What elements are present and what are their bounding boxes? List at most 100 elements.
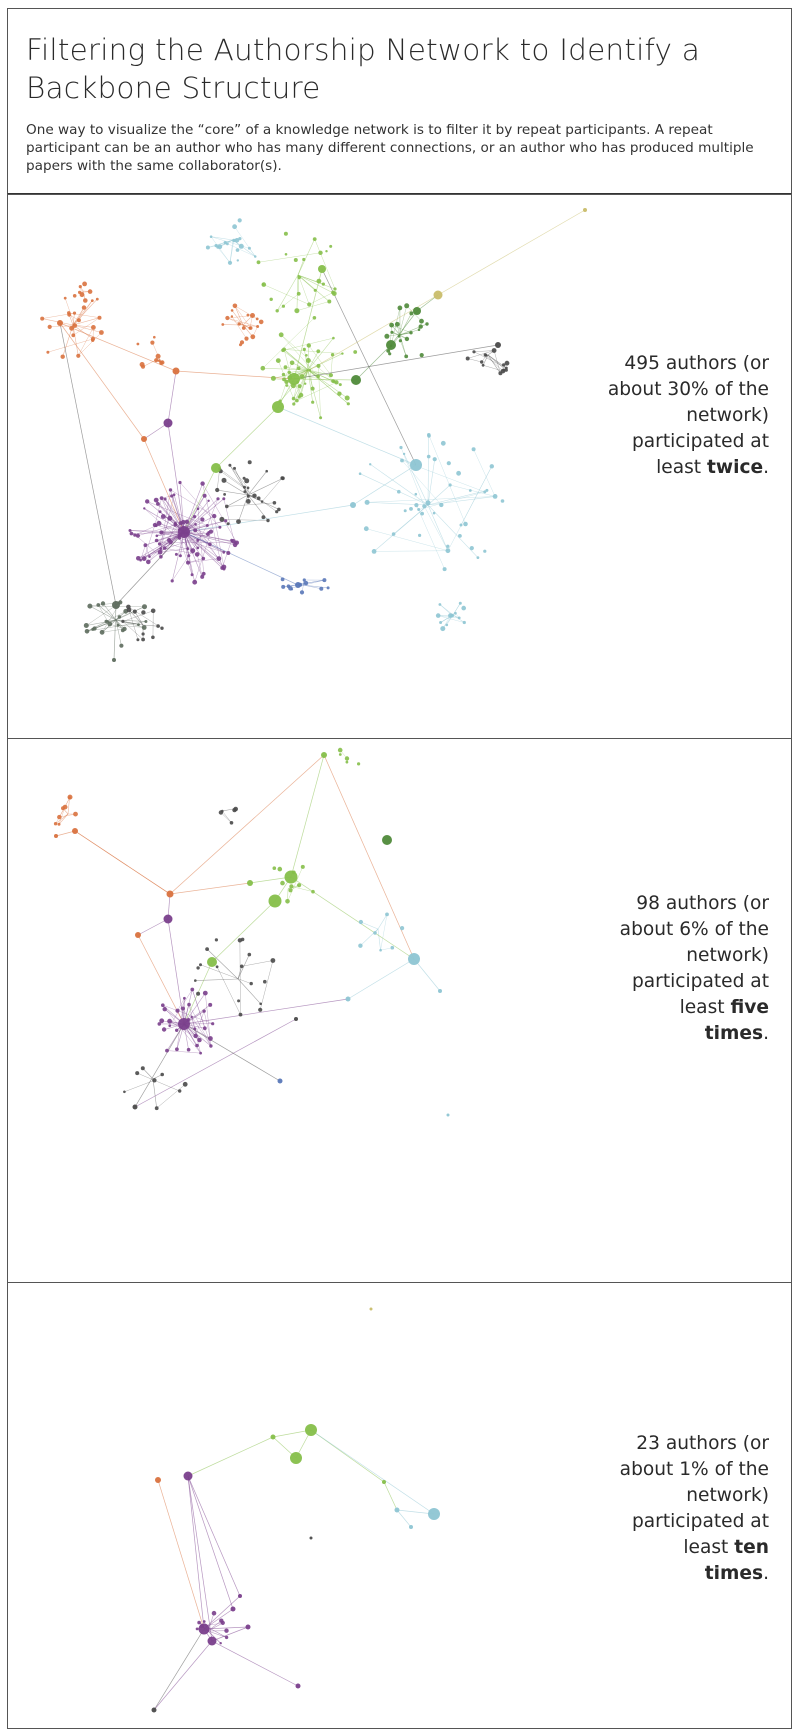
author-node (484, 354, 488, 357)
network-edge (118, 624, 145, 628)
author-node (394, 321, 400, 327)
author-node (211, 1022, 215, 1026)
network-edge (59, 322, 177, 372)
author-node (288, 888, 293, 893)
author-node (135, 1071, 140, 1076)
participation-frequency: twice (707, 457, 764, 478)
author-node (249, 981, 253, 986)
author-node (238, 243, 244, 249)
author-node (358, 943, 363, 948)
network-edge (187, 1436, 274, 1477)
network-edge (307, 369, 321, 418)
author-node (236, 519, 241, 524)
author-node (250, 334, 256, 340)
author-node (305, 358, 311, 363)
author-node (316, 363, 321, 368)
author-node (307, 302, 312, 307)
author-node (178, 480, 182, 485)
author-node (121, 619, 125, 623)
author-node (190, 573, 194, 577)
network-edge (473, 351, 507, 369)
network-edge (307, 351, 319, 371)
network-edge (447, 466, 492, 551)
author-node (316, 349, 321, 354)
network-edge (102, 603, 117, 621)
network-edge (187, 1475, 234, 1610)
author-node (442, 567, 447, 572)
header: Filtering the Authorship Network to Iden… (7, 8, 792, 195)
network-edge (107, 619, 117, 622)
network-edge (148, 522, 181, 563)
author-node (200, 481, 205, 486)
author-node (409, 311, 414, 316)
author-node (318, 250, 323, 255)
hub-author-node (112, 658, 116, 662)
author-node (129, 531, 134, 536)
network-edge (169, 882, 251, 895)
author-node (438, 603, 442, 606)
author-node (426, 454, 431, 459)
author-node (492, 494, 498, 499)
author-node (78, 285, 82, 289)
author-node (403, 509, 407, 513)
network-edge (220, 812, 232, 823)
author-node (329, 244, 333, 248)
author-node (328, 373, 333, 378)
author-node (312, 237, 317, 241)
hub-author-node (438, 989, 442, 993)
network-edge (473, 449, 496, 497)
network-edge (401, 460, 442, 506)
author-node (196, 538, 200, 542)
network-edge (86, 619, 117, 632)
network-edge (293, 268, 323, 380)
author-node (483, 490, 487, 494)
authors-count: 98 authors (636, 893, 737, 914)
author-node (61, 806, 65, 811)
network-edge (290, 754, 325, 878)
author-node (202, 1009, 206, 1013)
network-edge (197, 508, 204, 574)
network-edge (487, 354, 507, 371)
hub-author-node (290, 1452, 302, 1464)
hub-author-node (272, 401, 284, 413)
author-node (157, 549, 163, 555)
author-node (292, 402, 296, 406)
network-edge (74, 830, 171, 895)
author-node (440, 440, 446, 446)
network-edge (167, 370, 177, 424)
author-node (193, 515, 197, 519)
author-node (221, 564, 227, 570)
hub-author-node (350, 502, 356, 508)
network-edge (206, 948, 239, 980)
hub-author-node (369, 1307, 373, 1311)
author-node (275, 358, 281, 363)
author-node (303, 580, 309, 586)
network-edge (59, 322, 117, 606)
network-edge (211, 1640, 299, 1687)
author-node (246, 313, 250, 317)
network-edge (183, 1023, 281, 1082)
network-edge (307, 369, 331, 376)
author-node (260, 365, 266, 371)
network-edge (225, 242, 256, 257)
author-node (224, 519, 228, 523)
network-edge (227, 317, 258, 327)
author-node (504, 368, 508, 372)
author-node (419, 353, 424, 358)
author-node (258, 1007, 263, 1012)
author-node (302, 257, 306, 262)
network-edge (167, 918, 185, 1025)
author-node (177, 536, 182, 540)
author-node (135, 533, 140, 538)
network-edge (259, 960, 274, 1010)
network-edge (72, 307, 85, 326)
author-node (344, 756, 350, 761)
author-node (321, 282, 325, 286)
author-node (265, 469, 269, 473)
author-node (79, 292, 85, 298)
author-node (143, 507, 146, 510)
author-node (402, 452, 406, 456)
network-edge (482, 354, 489, 366)
network-edge (195, 978, 239, 981)
author-node (252, 493, 257, 498)
